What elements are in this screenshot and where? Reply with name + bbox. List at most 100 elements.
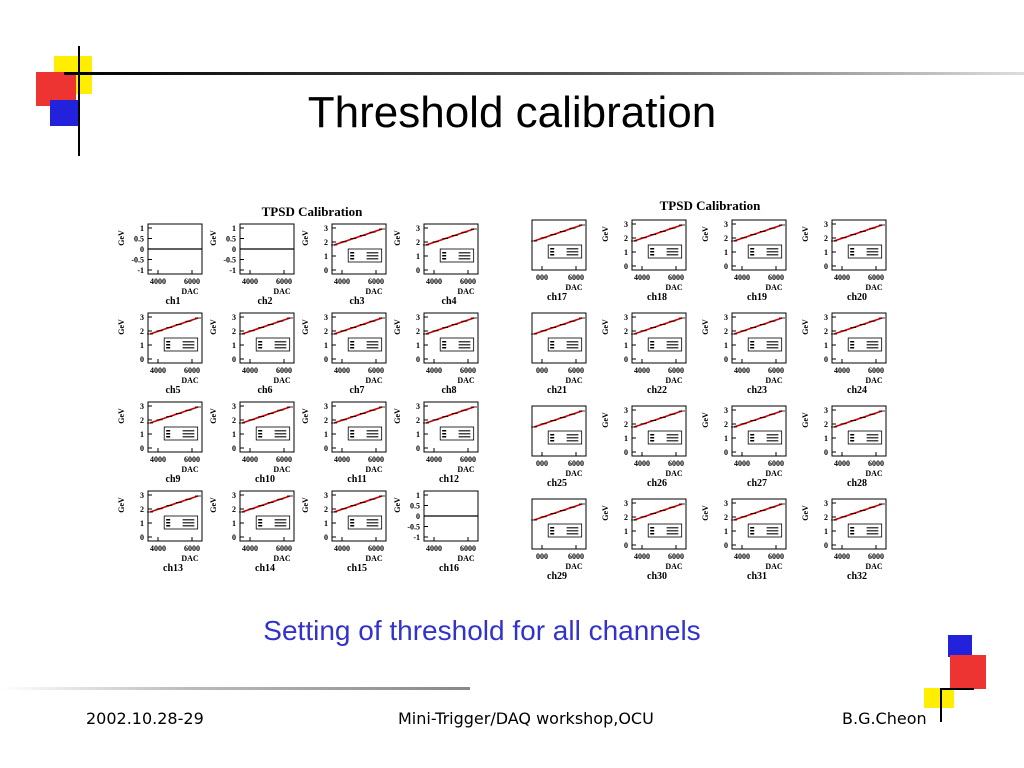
stats-text bbox=[366, 344, 379, 346]
x-tick-label: 6000 bbox=[460, 455, 476, 464]
stats-text bbox=[166, 525, 171, 527]
y-tick-label: 0 bbox=[140, 355, 144, 364]
y-tick-label: 2 bbox=[324, 416, 328, 425]
y-axis-label: GeV bbox=[393, 319, 402, 335]
y-tick-label: 3 bbox=[324, 402, 328, 411]
deco-blue-square-bottom bbox=[948, 635, 972, 657]
channel-label: ch12 bbox=[439, 474, 459, 485]
y-tick-label: 0 bbox=[624, 448, 628, 457]
stats-text bbox=[182, 433, 195, 435]
stats-text bbox=[550, 347, 555, 349]
y-tick-label: 0 bbox=[724, 355, 728, 364]
stats-text bbox=[650, 437, 655, 439]
channel-label: ch17 bbox=[547, 292, 567, 303]
stats-text bbox=[850, 344, 855, 346]
x-axis-label: DAC bbox=[665, 283, 683, 292]
x-axis-label: DAC bbox=[565, 376, 583, 385]
x-axis-label: DAC bbox=[765, 376, 783, 385]
y-axis-label: GeV bbox=[801, 226, 810, 242]
y-axis-label: GeV bbox=[801, 412, 810, 428]
y-tick-label: 0 bbox=[140, 444, 144, 453]
stats-text bbox=[566, 341, 579, 343]
y-tick-label: 0 bbox=[416, 266, 420, 275]
y-tick-label: 2 bbox=[324, 238, 328, 247]
stats-text bbox=[750, 344, 755, 346]
stats-text bbox=[750, 527, 755, 529]
y-tick-label: 2 bbox=[324, 327, 328, 336]
y-tick-label: 3 bbox=[140, 313, 144, 322]
fit-line bbox=[149, 406, 199, 424]
y-tick-label: 1 bbox=[416, 252, 420, 261]
y-tick-label: 1 bbox=[324, 430, 328, 439]
x-tick-label: 000 bbox=[536, 552, 548, 561]
y-tick-label: 1 bbox=[232, 224, 236, 233]
x-tick-label: 4000 bbox=[634, 273, 650, 282]
x-axis-label: DAC bbox=[365, 554, 383, 563]
channel-label: ch27 bbox=[747, 478, 767, 489]
channel-label: ch5 bbox=[166, 385, 181, 396]
x-axis-label: DAC bbox=[565, 562, 583, 571]
stats-text bbox=[850, 533, 855, 535]
y-tick-label: -1 bbox=[413, 533, 420, 542]
stats-text bbox=[350, 525, 355, 527]
x-tick-label: 6000 bbox=[768, 459, 784, 468]
footer-date: 2002.10.28-29 bbox=[86, 709, 204, 728]
y-tick-label: 2 bbox=[416, 238, 420, 247]
stats-text bbox=[350, 341, 355, 343]
x-tick-label: 6000 bbox=[768, 273, 784, 282]
fit-line bbox=[533, 224, 583, 242]
y-tick-label: 1 bbox=[416, 491, 420, 500]
stats-text bbox=[850, 440, 855, 442]
stats-text bbox=[650, 254, 655, 256]
y-axis-label: GeV bbox=[393, 408, 402, 424]
y-tick-label: 3 bbox=[416, 224, 420, 233]
y-tick-label: 2 bbox=[416, 416, 420, 425]
fit-line bbox=[633, 503, 683, 521]
channel-label: ch2 bbox=[258, 296, 273, 307]
stats-text bbox=[766, 341, 779, 343]
stats-text bbox=[666, 440, 679, 442]
y-tick-label: 1 bbox=[724, 341, 728, 350]
stats-text bbox=[850, 437, 855, 439]
stats-text bbox=[550, 437, 555, 439]
fit-line bbox=[241, 495, 291, 513]
deco-horizontal-line-bottom bbox=[940, 688, 974, 690]
channel-label: ch10 bbox=[255, 474, 275, 485]
y-tick-label: 2 bbox=[232, 416, 236, 425]
channel-label: ch31 bbox=[747, 571, 767, 582]
x-tick-label: 6000 bbox=[768, 366, 784, 375]
stats-text bbox=[258, 525, 263, 527]
stats-text bbox=[550, 341, 555, 343]
x-tick-label: 6000 bbox=[276, 455, 292, 464]
stats-text bbox=[182, 525, 195, 527]
y-tick-label: 0 bbox=[624, 541, 628, 550]
y-tick-label: 1 bbox=[324, 519, 328, 528]
stats-text bbox=[650, 434, 655, 436]
stats-text bbox=[166, 436, 171, 438]
channel-label: ch1 bbox=[166, 296, 181, 307]
stats-text bbox=[458, 341, 471, 343]
stats-text bbox=[650, 527, 655, 529]
y-tick-label: 1 bbox=[232, 519, 236, 528]
title-rule bbox=[64, 72, 1024, 75]
x-tick-label: 4000 bbox=[426, 366, 442, 375]
x-axis-label: DAC bbox=[665, 562, 683, 571]
stats-text bbox=[650, 533, 655, 535]
channel-label: ch18 bbox=[647, 292, 667, 303]
footer-rule bbox=[0, 687, 470, 690]
stats-text bbox=[666, 251, 679, 253]
y-axis-label: GeV bbox=[117, 319, 126, 335]
stats-text bbox=[442, 430, 447, 432]
stats-text bbox=[566, 440, 579, 442]
stats-text bbox=[166, 519, 171, 521]
y-tick-label: 0 bbox=[324, 266, 328, 275]
y-axis-label: GeV bbox=[209, 408, 218, 424]
y-tick-label: 3 bbox=[624, 313, 628, 322]
